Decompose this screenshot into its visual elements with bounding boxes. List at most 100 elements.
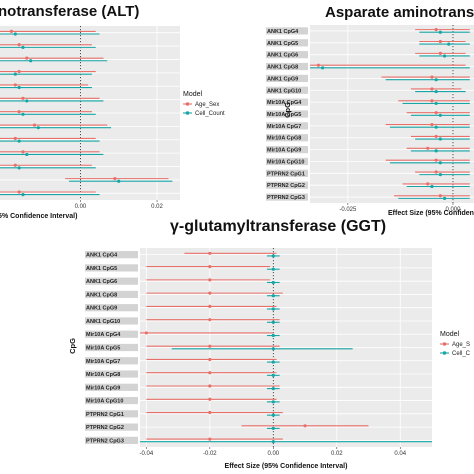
category-label-box — [85, 264, 138, 272]
point-estimate — [208, 265, 212, 269]
category-label: Mir10A CpG4 — [267, 100, 302, 106]
point-estimate — [438, 39, 442, 44]
point-estimate — [438, 137, 442, 141]
point-estimate — [21, 45, 25, 49]
point-estimate — [17, 85, 21, 90]
category-label-box — [266, 39, 308, 47]
alt-panel-title: notransferase (ALT) — [0, 3, 140, 20]
y-axis-title: CpG — [283, 102, 292, 118]
point-estimate — [271, 400, 275, 404]
point-estimate — [32, 123, 37, 127]
category-label: Mir10A CpG4 — [86, 332, 121, 338]
point-estimate — [434, 170, 438, 174]
category-label: ANK1 CpG9 — [267, 76, 298, 82]
point-estimate — [434, 89, 438, 94]
point-estimate — [271, 426, 275, 430]
category-label: Mir10A CpG5 — [86, 346, 120, 352]
category-label: Mir10A CpG5 — [267, 112, 301, 118]
point-estimate — [430, 99, 434, 103]
category-label-box — [266, 134, 308, 142]
point-estimate — [13, 72, 17, 76]
category-label-box — [266, 181, 308, 189]
category-label: ANK1 CpG10 — [267, 88, 301, 94]
point-estimate — [271, 320, 275, 324]
point-estimate — [271, 280, 275, 285]
plot-area — [140, 248, 432, 447]
category-label-box — [266, 62, 308, 71]
point-estimate — [25, 56, 29, 60]
point-estimate — [25, 152, 29, 157]
point-estimate — [426, 182, 430, 186]
point-estimate — [208, 278, 212, 282]
category-label-box — [266, 157, 308, 166]
x-tick-label: 0.00 — [75, 204, 87, 210]
x-axis-title: Effect Size (95% Confidence — [388, 210, 474, 217]
point-estimate — [271, 347, 275, 351]
category-label-box — [85, 423, 138, 431]
legend-entry-label: Age_S — [452, 342, 470, 348]
category-label: PTPRN2 CpG3 — [86, 438, 124, 444]
category-label: ANK1 CpG5 — [267, 41, 298, 47]
point-estimate — [438, 51, 442, 55]
x-tick-label: -0.025 — [339, 207, 357, 213]
point-estimate — [438, 113, 442, 117]
point-estimate — [321, 66, 325, 70]
point-estimate — [434, 78, 438, 82]
x-tick-label: -0.02 — [203, 451, 217, 457]
x-tick-label: 0.04 — [394, 451, 406, 457]
point-estimate — [271, 333, 275, 338]
point-estimate — [208, 344, 212, 348]
point-estimate — [208, 318, 212, 322]
ast-panel-title: Asparate aminotransfe — [325, 4, 474, 21]
point-estimate — [21, 150, 25, 154]
category-label: Mir10A CpG8 — [86, 372, 120, 378]
legend-title: Model — [440, 331, 460, 338]
category-label: Mir10A CpG7 — [86, 359, 120, 365]
point-estimate — [438, 161, 442, 165]
category-label-box — [85, 251, 138, 259]
category-label-box — [85, 396, 138, 405]
point-estimate — [271, 267, 275, 271]
category-label-box — [266, 98, 308, 106]
category-label-box — [266, 74, 308, 82]
x-tick-label: 0.02 — [331, 451, 343, 457]
point-estimate — [21, 193, 25, 197]
point-estimate — [13, 163, 17, 167]
point-estimate — [430, 75, 434, 79]
category-label-box — [85, 290, 138, 299]
point-estimate — [13, 83, 17, 87]
legend: Model Age_S Cell_C — [440, 331, 471, 357]
category-label-box — [266, 51, 308, 59]
category-label-box — [85, 277, 138, 285]
point-estimate — [434, 125, 438, 129]
point-estimate — [438, 194, 442, 198]
point-estimate — [442, 196, 447, 200]
x-axis-title: Effect Size (95% Confidence Interval) — [225, 463, 348, 470]
point-estimate — [17, 166, 21, 170]
x-tick-label: -0.04 — [140, 451, 154, 457]
category-label: ANK1 CpG4 — [86, 253, 118, 259]
x-axis-title: e (95% Confidence Interval) — [0, 213, 77, 220]
legend-key-point — [185, 102, 190, 106]
point-estimate — [144, 331, 148, 335]
point-estimate — [17, 190, 21, 194]
point-estimate — [17, 139, 21, 143]
category-label-box — [266, 27, 308, 35]
point-estimate — [25, 99, 29, 103]
point-estimate — [430, 87, 434, 91]
category-label-box — [266, 169, 308, 177]
point-estimate — [271, 373, 275, 377]
point-estimate — [434, 149, 438, 153]
category-label: Mir10A CpG8 — [267, 136, 301, 142]
point-estimate — [17, 110, 21, 114]
category-label: PTPRN2 CpG2 — [86, 425, 124, 431]
point-estimate — [9, 29, 14, 33]
point-estimate — [271, 360, 275, 364]
category-label-box — [85, 304, 138, 312]
point-estimate — [426, 146, 430, 150]
y-axis-title: CpG — [68, 338, 77, 354]
point-estimate — [17, 43, 21, 47]
point-estimate — [271, 440, 275, 444]
legend-title: Model — [183, 91, 203, 98]
